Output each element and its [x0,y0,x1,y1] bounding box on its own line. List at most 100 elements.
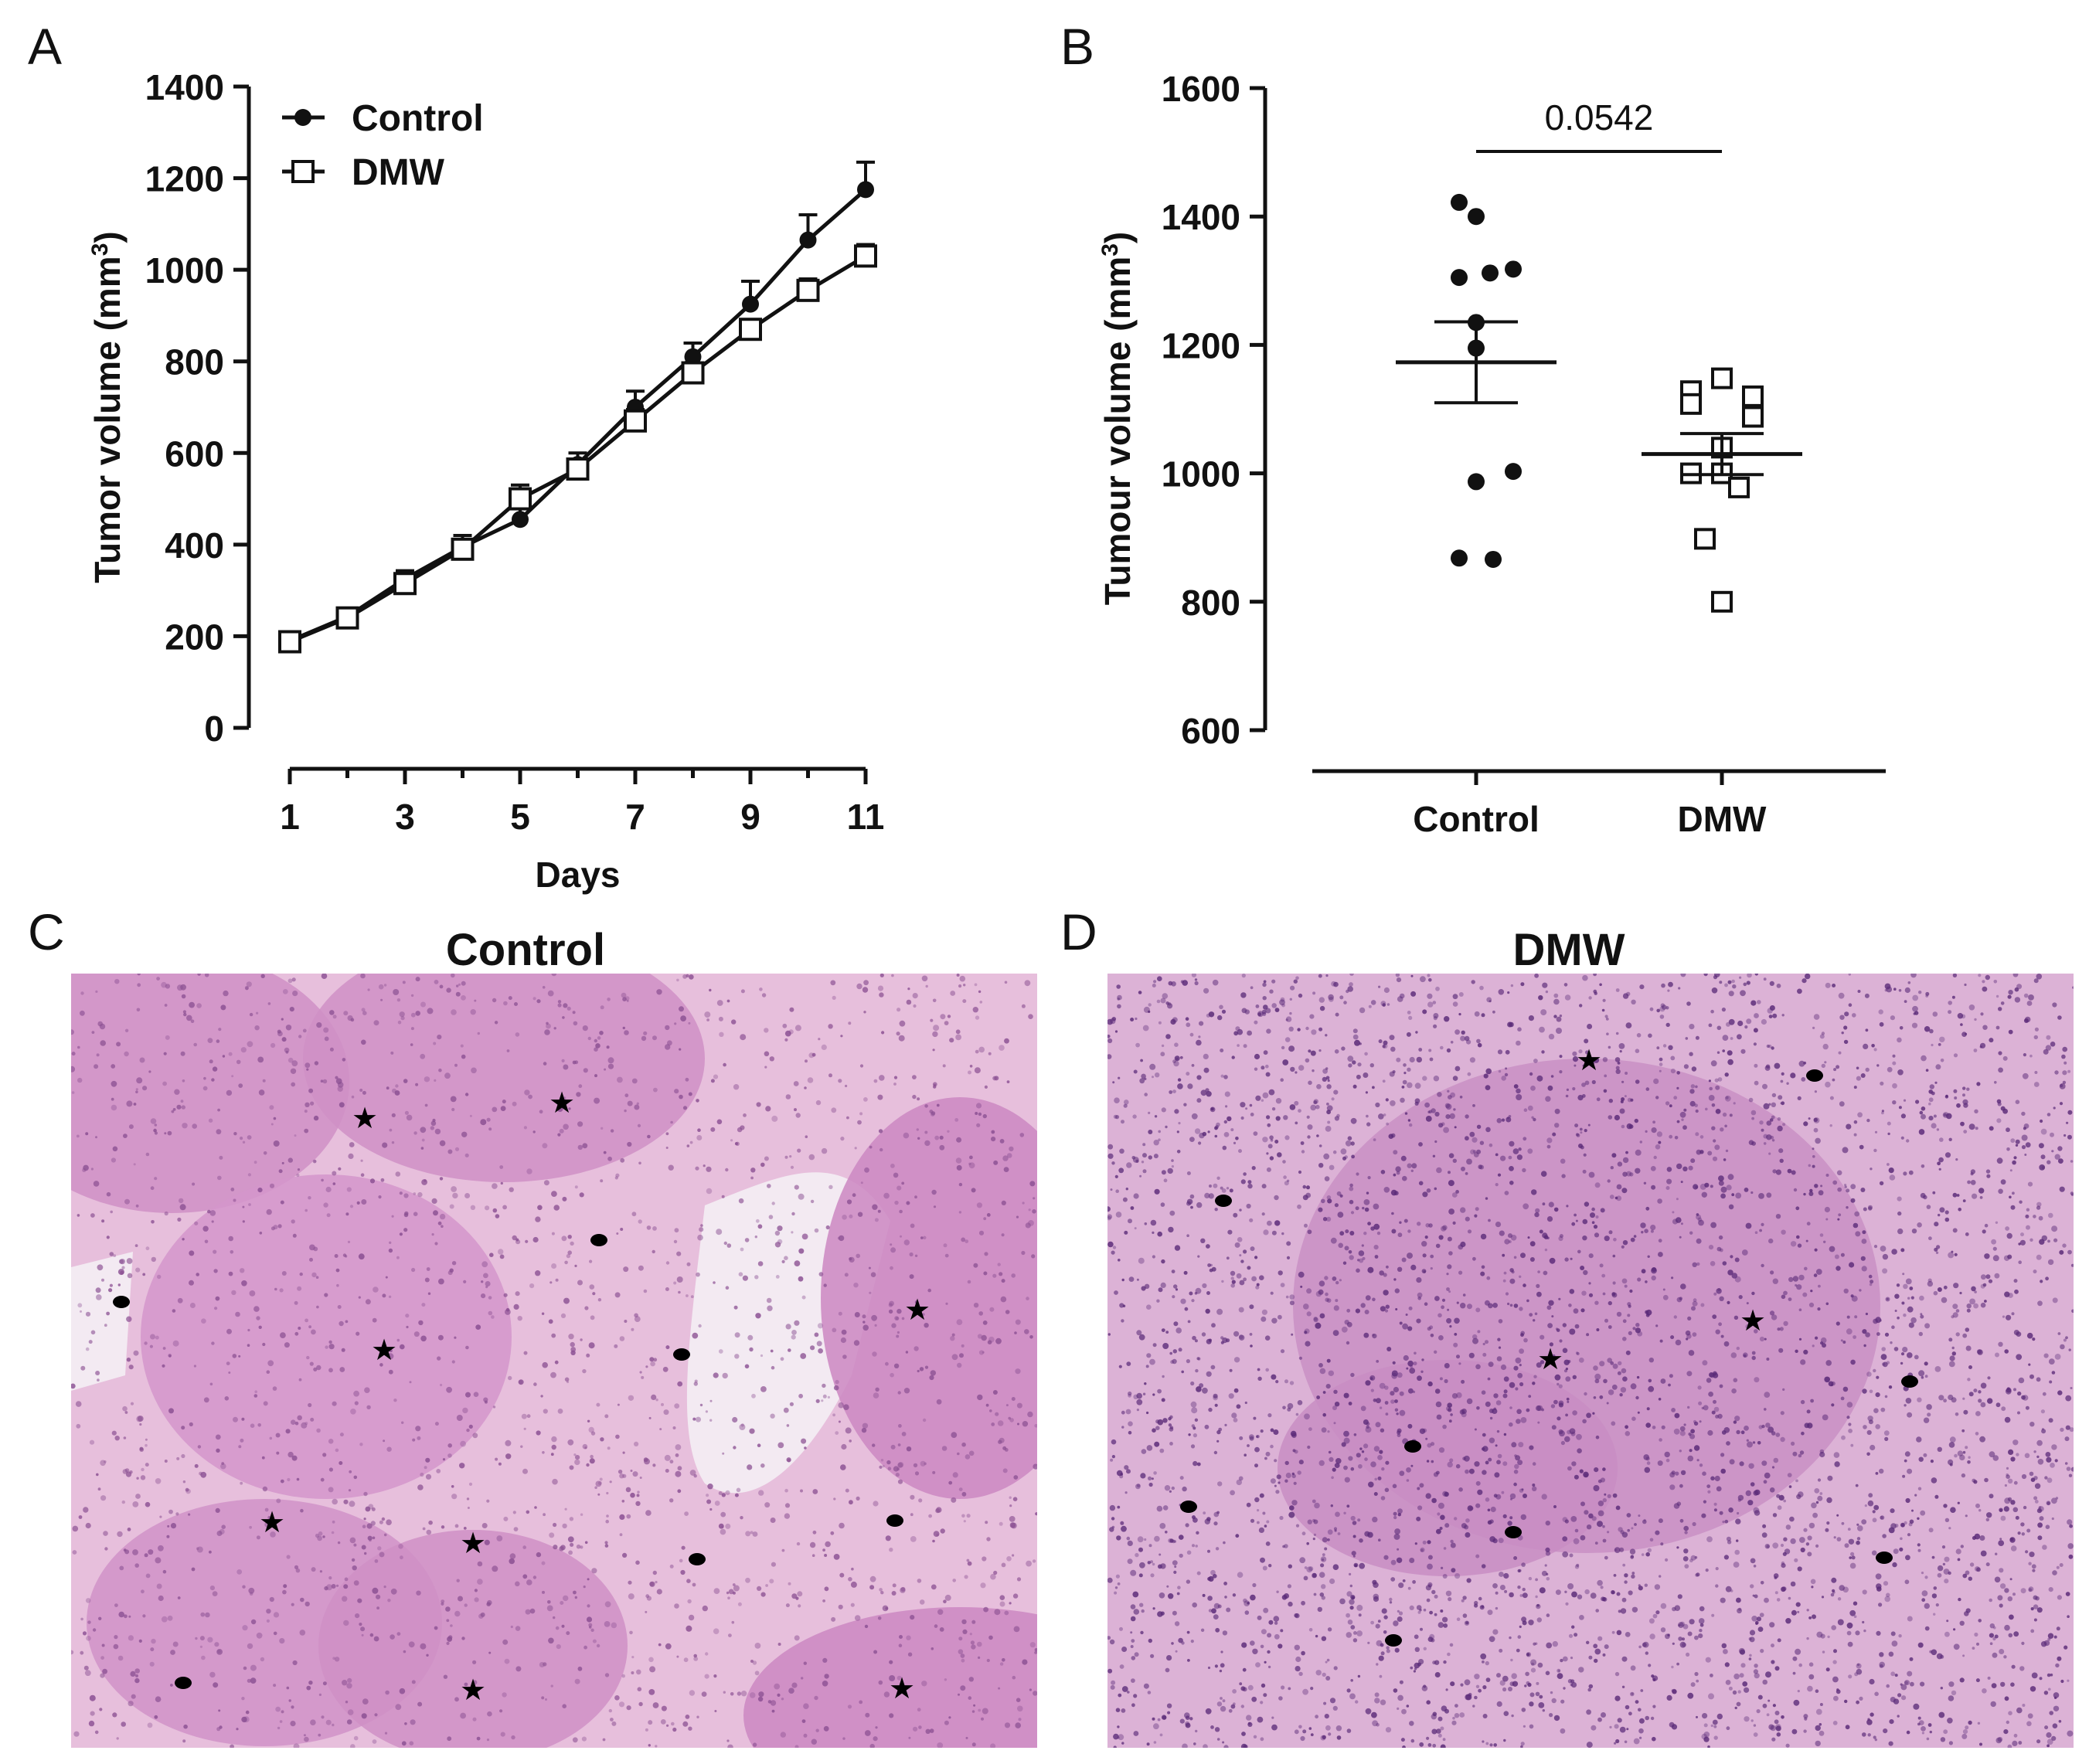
data-point [512,511,529,529]
lymphocyte-marker [1901,1375,1918,1388]
histology-image-dmw: ★ ★ ★ [1107,974,2074,1748]
data-point [1451,549,1468,567]
tumor-nest [821,1097,1037,1499]
panel-letter-c: C [28,903,65,960]
data-point [1711,590,1733,613]
legend-label: DMW [352,152,445,193]
data-point [1451,193,1468,211]
lymphocyte-marker [1806,1069,1823,1082]
lymphocyte-marker [1215,1195,1232,1207]
data-point [278,630,301,654]
lymphocyte-marker [886,1514,903,1527]
data-point [566,457,590,481]
y-tick-label: 400 [165,525,224,566]
tumor-star-marker: ★ [259,1507,285,1539]
tumor-star-marker: ★ [549,1087,575,1120]
data-point [451,537,475,561]
series-line [289,188,867,643]
series-dmw [278,243,877,654]
y-tick-label: 1200 [145,159,224,199]
tumor-star-marker: ★ [352,1103,378,1135]
line-chart-tumor-volume: 0 200 400 600 800 1000 1200 1400 1 3 5 7 9 11 Days Tumo… [87,67,885,895]
lumen-area [71,1252,133,1391]
tumor-nest [141,1174,512,1499]
histology-dmw-title: DMW [1512,925,1625,975]
data-point [1711,367,1733,389]
data-point [799,231,817,249]
y-tick-label: 600 [165,433,224,474]
y-tick-label: 0 [204,709,224,749]
y-axis-label: Tumor volume (mm3) [87,231,128,583]
panel-letter-b: B [1060,18,1095,75]
data-point [684,348,702,365]
group-dmw [1642,367,1802,613]
tumor-nest [303,974,705,1182]
data-point [1505,260,1522,278]
group-control [1396,193,1557,568]
nuclei [1107,974,2074,1748]
data-point [1742,406,1764,428]
lymphocyte-marker [1505,1526,1522,1538]
panel-letter-a: A [28,18,63,75]
y-tick-label: 1600 [1162,69,1240,109]
lymphocyte-marker [1385,1634,1402,1647]
tumor-star-marker: ★ [371,1334,397,1367]
nuclei [71,974,1037,1748]
data-point [1680,393,1702,415]
scatter-chart-tumour-volume: 600 800 1000 1200 1400 1600 Control DMW Tumour v… [1097,69,1886,839]
data-point [1482,264,1499,282]
tumor-star-marker: ★ [889,1673,915,1705]
data-point [857,181,874,199]
y-axis-label: Tumour volume (mm3) [1097,232,1138,606]
lymphocyte-marker [1876,1552,1893,1564]
y-tick-label: 1400 [145,67,224,107]
data-point [742,295,759,313]
y-tick-label: 600 [1181,711,1240,751]
tumor-star-marker: ★ [1537,1344,1563,1376]
lymphocyte-marker [1404,1440,1421,1453]
series-line [289,254,867,644]
tumor-star-marker: ★ [1740,1305,1766,1337]
data-point [1694,528,1716,550]
y-tick-label: 1000 [145,250,224,291]
y-tick-label: 200 [165,617,224,657]
data-point [393,572,417,596]
lymphocyte-marker [590,1234,607,1246]
data-point [1742,385,1764,407]
x-axis-label: Days [536,855,621,895]
tumor-star-marker: ★ [460,1674,486,1707]
lymphocyte-marker [689,1553,706,1565]
data-point [854,244,877,268]
x-tick-label: DMW [1678,799,1767,839]
data-point [509,487,532,511]
y-tick-label: 800 [1181,583,1240,623]
data-point [335,606,359,630]
x-tick-label: 11 [847,797,885,837]
data-point [681,361,705,385]
data-point [1451,269,1468,287]
x-tick-label: 5 [510,797,530,837]
x-tick-label: 7 [625,797,645,837]
series-control [281,160,875,650]
tumor-nest [318,1530,628,1748]
x-tick-label: 9 [740,797,760,837]
data-point [1468,208,1485,226]
data-point [796,278,820,302]
lymphocyte-marker [1180,1501,1197,1513]
tumor-star-marker: ★ [1576,1045,1602,1077]
y-tick-label: 1400 [1162,197,1240,237]
lymphocyte-marker [673,1348,690,1361]
lymphocyte-marker [175,1677,192,1689]
data-point [1468,473,1485,491]
data-point [1505,463,1522,481]
p-value-annotation: 0.0542 [1545,97,1654,138]
legend-marker [294,109,311,126]
data-point [739,318,762,342]
histology-control-title: Control [445,925,606,975]
y-tick-label: 800 [165,342,224,382]
y-tick-label: 1000 [1162,454,1240,495]
legend-label: Control [352,98,484,139]
tumor-star-marker: ★ [904,1294,931,1327]
histology-image-control: ★ ★ ★ ★ ★ ★ ★ ★ [71,974,1037,1748]
lymphocyte-marker [113,1296,130,1308]
